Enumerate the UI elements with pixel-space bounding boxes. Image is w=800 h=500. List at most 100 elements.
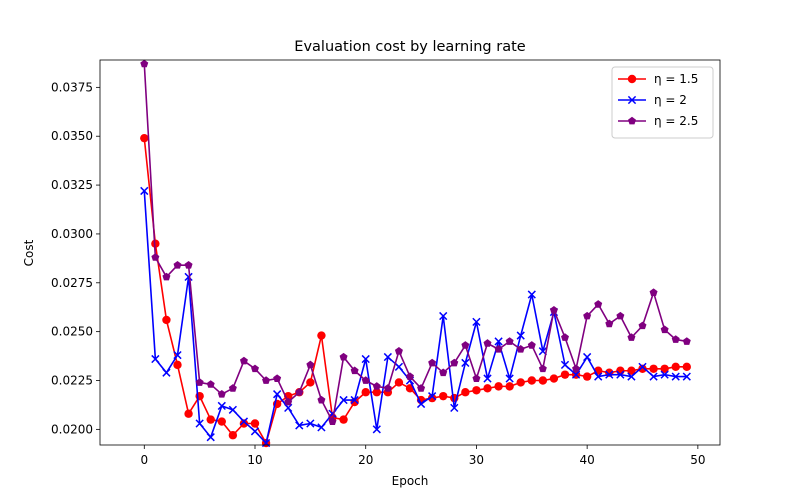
data-point — [217, 401, 226, 411]
x-tick-label: 30 — [469, 453, 484, 467]
data-point — [483, 374, 492, 383]
data-point — [295, 421, 304, 430]
data-point — [427, 393, 437, 403]
data-point — [671, 372, 680, 381]
data-point — [583, 311, 592, 320]
data-point — [339, 415, 348, 424]
legend-marker — [627, 95, 637, 105]
data-point — [217, 389, 226, 398]
data-point — [505, 337, 514, 345]
data-point — [538, 376, 548, 385]
data-point — [372, 425, 381, 434]
x-tick-label: 10 — [247, 453, 262, 467]
data-point — [140, 186, 149, 196]
data-point — [483, 339, 492, 347]
y-tick-label: 0.0275 — [51, 276, 93, 290]
data-point — [317, 423, 326, 432]
data-point — [649, 372, 658, 381]
data-point — [571, 370, 581, 379]
y-axis-label: Cost — [22, 239, 36, 266]
data-point — [361, 354, 370, 364]
data-point — [195, 378, 204, 386]
data-point — [251, 364, 259, 373]
data-point — [206, 415, 215, 424]
data-point — [173, 360, 182, 370]
legend-item: η = 2.5 — [618, 114, 698, 128]
data-point — [372, 388, 381, 397]
data-point — [472, 374, 481, 382]
data-point — [239, 417, 249, 426]
data-point — [527, 341, 536, 349]
data-point — [461, 341, 470, 349]
data-point — [173, 261, 182, 269]
data-point — [439, 391, 448, 401]
data-point — [239, 356, 248, 365]
data-point — [416, 399, 426, 409]
y-tick-label: 0.0300 — [51, 227, 93, 241]
data-point — [461, 358, 470, 368]
data-point — [494, 382, 503, 391]
data-point — [450, 403, 459, 412]
data-point — [472, 317, 481, 327]
data-point — [394, 378, 404, 387]
x-tick-label: 50 — [690, 453, 705, 467]
data-point — [671, 335, 680, 343]
data-point — [406, 372, 414, 380]
data-point — [682, 372, 691, 381]
legend-item: η = 1.5 — [618, 72, 698, 86]
plot-area: 0 10 20 30 40 50 0.0200 0.0225 0.0250 0.0275 0.030… — [51, 59, 721, 467]
data-point — [483, 384, 492, 393]
data-point — [638, 321, 647, 330]
data-point — [295, 388, 304, 396]
data-point — [261, 438, 271, 448]
legend-label: η = 1.5 — [654, 72, 698, 86]
data-point — [239, 419, 249, 428]
data-point — [306, 378, 315, 387]
data-point — [649, 364, 658, 373]
data-point — [439, 311, 448, 321]
data-point — [472, 386, 481, 395]
data-point — [572, 364, 581, 373]
data-point — [394, 346, 403, 355]
y-tick-label: 0.0375 — [51, 80, 93, 94]
data-point — [217, 417, 226, 426]
data-point — [361, 388, 370, 397]
data-point — [140, 59, 149, 68]
data-point — [184, 261, 193, 269]
x-tick-label: 0 — [140, 453, 148, 467]
data-point — [361, 376, 370, 384]
data-point — [549, 305, 558, 314]
legend-marker — [628, 116, 636, 125]
data-point — [206, 380, 215, 388]
data-point — [339, 352, 348, 361]
series-2 — [140, 186, 691, 448]
data-point — [627, 372, 636, 381]
data-point — [439, 368, 448, 377]
data-point — [649, 288, 658, 296]
data-point — [627, 366, 636, 375]
legend-marker — [627, 74, 637, 84]
data-point — [140, 133, 149, 143]
data-point — [660, 325, 669, 334]
data-point — [162, 272, 171, 281]
y-tick-label: 0.0250 — [51, 325, 93, 339]
data-point — [616, 370, 625, 379]
data-point — [516, 378, 525, 387]
data-point — [228, 431, 238, 440]
data-point — [262, 376, 271, 384]
x-tick-label: 20 — [358, 453, 373, 467]
data-point — [228, 384, 237, 392]
data-point — [250, 427, 260, 436]
data-point — [494, 337, 503, 346]
data-point — [306, 419, 315, 428]
data-point — [306, 360, 315, 369]
legend-label: η = 2 — [654, 93, 687, 107]
data-point — [616, 311, 625, 320]
data-point — [516, 331, 525, 340]
data-point — [605, 370, 614, 379]
data-point — [284, 397, 293, 406]
data-point — [594, 372, 603, 381]
data-point — [328, 417, 337, 425]
data-point — [195, 419, 204, 428]
y-tick-label: 0.0325 — [51, 178, 93, 192]
